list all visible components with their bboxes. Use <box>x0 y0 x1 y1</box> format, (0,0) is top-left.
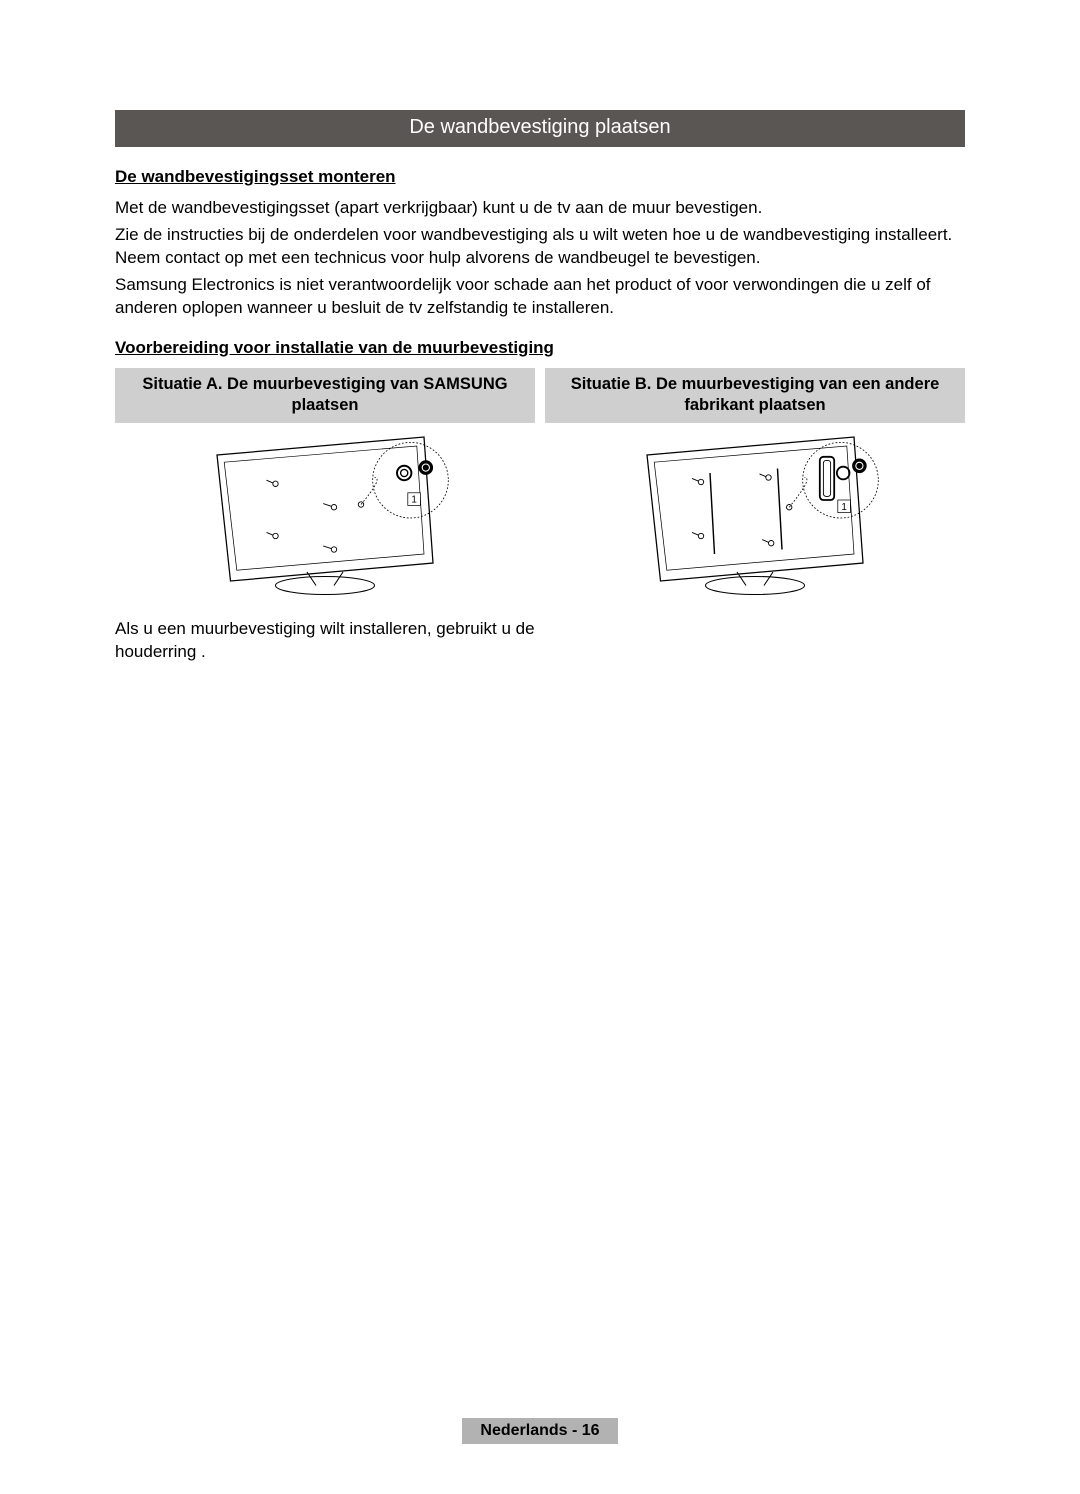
diagram-b-label: 1 <box>841 502 847 513</box>
column-a: Situatie A. De muurbevestiging van SAMSU… <box>115 368 535 608</box>
column-b: Situatie B. De muurbevestiging van een a… <box>545 368 965 608</box>
diagram-a: 1 <box>115 423 535 608</box>
heading-mount-set: De wandbevestigingsset monteren <box>115 167 965 187</box>
page-content: De wandbevestiging plaatsen De wandbeves… <box>115 110 965 663</box>
paragraph-1: Met de wandbevestigingsset (apart verkri… <box>115 197 965 220</box>
diagram-b: 1 <box>545 423 965 608</box>
two-column-row: Situatie A. De muurbevestiging van SAMSU… <box>115 368 965 608</box>
diagram-a-label: 1 <box>411 495 417 506</box>
paragraph-3: Samsung Electronics is niet verantwoorde… <box>115 274 965 320</box>
diagram-a-svg: 1 <box>165 428 485 608</box>
paragraph-2: Zie de instructies bij de onderdelen voo… <box>115 224 965 270</box>
section-title-bar: De wandbevestiging plaatsen <box>115 110 965 147</box>
diagram-b-svg: 1 <box>595 428 915 608</box>
footer-page-label: Nederlands - 16 <box>462 1418 617 1444</box>
heading-preparation: Voorbereiding voor installatie van de mu… <box>115 338 965 358</box>
note-holder-ring: Als u een muurbevestiging wilt installer… <box>115 618 575 664</box>
page-footer: Nederlands - 16 <box>0 1418 1080 1444</box>
column-b-header: Situatie B. De muurbevestiging van een a… <box>545 368 965 423</box>
column-a-header: Situatie A. De muurbevestiging van SAMSU… <box>115 368 535 423</box>
